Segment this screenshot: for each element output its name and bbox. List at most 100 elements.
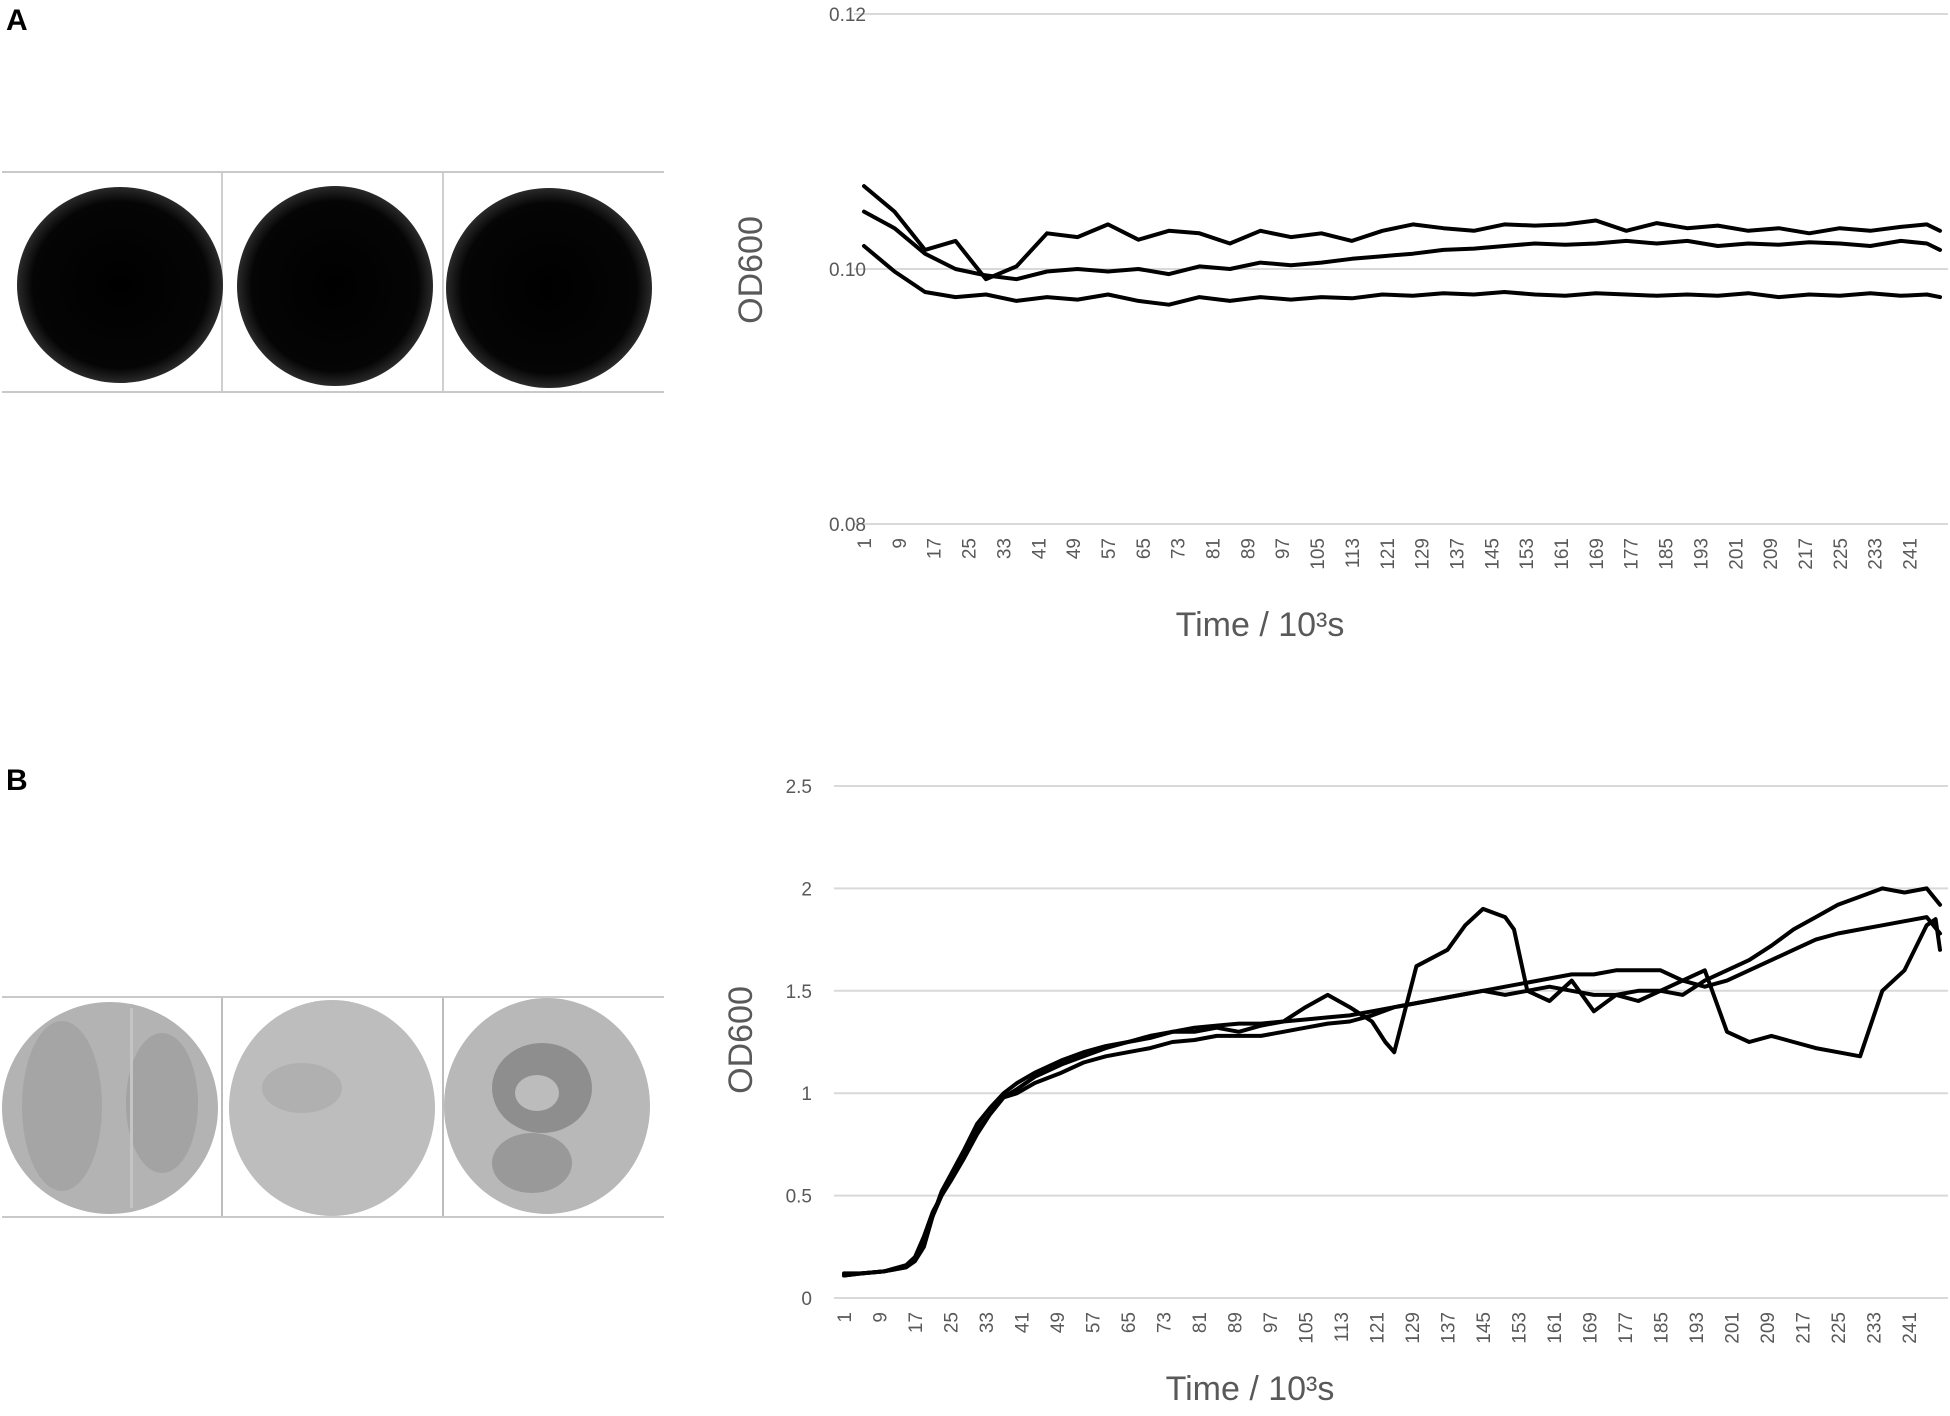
x-tick-label-b: 185 xyxy=(1651,1312,1672,1344)
x-tick-label-a: 161 xyxy=(1552,538,1573,570)
x-tick-label-a: 185 xyxy=(1657,538,1678,570)
x-tick-label-b: 49 xyxy=(1048,1312,1069,1333)
series-lines-a xyxy=(862,184,1942,307)
series-line-a-1 xyxy=(862,184,1942,282)
x-tick-label-b: 73 xyxy=(1154,1312,1175,1333)
x-tick-label-a: 49 xyxy=(1064,538,1085,559)
x-tick-label-b: 25 xyxy=(941,1312,962,1333)
x-tick-label-b: 65 xyxy=(1119,1312,1140,1333)
x-tick-label-b: 17 xyxy=(906,1312,927,1333)
x-tick-label-a: 73 xyxy=(1169,538,1190,559)
x-tick-label-b: 193 xyxy=(1687,1312,1708,1344)
x-tick-label-b: 217 xyxy=(1793,1312,1814,1344)
x-tick-label-b: 41 xyxy=(1012,1312,1033,1333)
well-divider xyxy=(221,998,223,1216)
x-tick-label-b: 137 xyxy=(1438,1312,1459,1344)
x-tick-label-b: 177 xyxy=(1616,1312,1637,1344)
panel-label-b: B xyxy=(6,764,28,797)
x-tick-label-a: 105 xyxy=(1308,538,1329,570)
x-tick-label-a: 1 xyxy=(855,538,876,549)
well-images-a xyxy=(2,171,664,393)
y-axis-title-b: OD600 xyxy=(722,986,760,1094)
well-dark-3 xyxy=(446,188,652,388)
well-light-2 xyxy=(229,1000,435,1216)
series-lines-b xyxy=(842,886,1942,1278)
x-tick-label-a: 81 xyxy=(1204,538,1225,559)
well-images-b xyxy=(2,996,664,1218)
x-tick-label-b: 81 xyxy=(1190,1312,1211,1333)
y-axis-title-a: OD600 xyxy=(732,216,770,324)
y-tick-label-b: 2 xyxy=(801,879,812,900)
x-tick-label-a: 209 xyxy=(1761,538,1782,570)
x-tick-label-a: 121 xyxy=(1378,538,1399,570)
x-tick-label-a: 169 xyxy=(1587,538,1608,570)
y-tick-label-b: 2.5 xyxy=(786,777,812,798)
well-divider xyxy=(442,173,444,391)
x-tick-label-a: 97 xyxy=(1273,538,1294,559)
x-tick-label-b: 89 xyxy=(1225,1312,1246,1333)
well-shade xyxy=(262,1063,342,1113)
chart-b: 0 0.5 1 1.5 2 2.5 1 9 17 25 33 41 49 57 65 73 81 89 97 105… xyxy=(722,777,1948,1408)
well-shade xyxy=(492,1133,572,1193)
x-tick-label-a: 9 xyxy=(890,538,911,549)
x-tick-label-b: 233 xyxy=(1864,1312,1885,1344)
grid-lines-a xyxy=(854,13,1948,525)
x-tick-label-a: 25 xyxy=(960,538,981,559)
x-tick-label-b: 33 xyxy=(977,1312,998,1333)
well-shade xyxy=(22,1021,102,1191)
x-tick-label-a: 113 xyxy=(1343,538,1364,568)
y-tick-label-a: 0.08 xyxy=(829,515,866,536)
y-tick-label-a: 0.10 xyxy=(829,260,866,281)
x-tick-label-a: 241 xyxy=(1901,538,1922,570)
x-tick-label-a: 137 xyxy=(1447,538,1468,570)
x-tick-label-b: 209 xyxy=(1758,1312,1779,1344)
x-tick-labels-a: 1 9 17 25 33 41 49 57 65 73 81 89 97 105 113 121 129 137 1… xyxy=(855,538,1922,570)
x-tick-label-a: 33 xyxy=(994,538,1015,559)
x-tick-label-b: 9 xyxy=(870,1312,891,1323)
x-tick-label-a: 129 xyxy=(1413,538,1434,570)
x-tick-label-b: 1 xyxy=(835,1312,856,1323)
x-tick-label-b: 153 xyxy=(1509,1312,1530,1344)
y-tick-labels-b: 0 0.5 1 1.5 2 2.5 xyxy=(786,777,812,1310)
y-tick-labels-a: 0.08 0.10 0.12 xyxy=(829,5,866,536)
x-tick-label-a: 89 xyxy=(1238,538,1259,559)
y-tick-label-a: 0.12 xyxy=(829,5,866,26)
x-tick-label-b: 97 xyxy=(1261,1312,1282,1333)
x-tick-label-b: 225 xyxy=(1829,1312,1850,1344)
x-tick-label-b: 145 xyxy=(1474,1312,1495,1344)
x-tick-label-b: 121 xyxy=(1367,1312,1388,1344)
x-tick-label-b: 57 xyxy=(1083,1312,1104,1333)
x-tick-label-b: 201 xyxy=(1722,1312,1743,1344)
x-tick-label-b: 241 xyxy=(1900,1312,1921,1344)
series-line-b-1 xyxy=(842,906,1942,1276)
x-tick-label-a: 153 xyxy=(1517,538,1538,570)
well-divider xyxy=(442,998,444,1216)
well-dark-1 xyxy=(17,187,223,383)
x-tick-label-a: 233 xyxy=(1866,538,1887,570)
x-axis-title-a: Time / 10³s xyxy=(1176,606,1345,644)
x-tick-label-a: 41 xyxy=(1029,538,1050,559)
x-tick-label-a: 193 xyxy=(1691,538,1712,570)
well-plate-a xyxy=(17,173,652,391)
x-tick-label-b: 105 xyxy=(1296,1312,1317,1344)
y-tick-label-b: 1 xyxy=(801,1084,812,1105)
x-tick-label-a: 57 xyxy=(1099,538,1120,559)
well-shade xyxy=(515,1075,559,1111)
y-tick-label-b: 1.5 xyxy=(786,982,812,1003)
x-tick-label-a: 217 xyxy=(1796,538,1817,570)
x-tick-label-b: 129 xyxy=(1403,1312,1424,1344)
x-tick-label-a: 225 xyxy=(1831,538,1852,570)
well-plate-b xyxy=(2,998,650,1216)
panel-label-a: A xyxy=(6,4,28,37)
x-tick-label-a: 201 xyxy=(1726,538,1747,570)
well-shade xyxy=(126,1033,198,1173)
x-tick-label-b: 161 xyxy=(1545,1312,1566,1344)
grid-lines-b xyxy=(834,785,1948,1299)
well-split-line xyxy=(130,1008,133,1208)
chart-a: 0.08 0.10 0.12 1 9 17 25 33 41 49 57 65 73 81 89 97 105… xyxy=(732,5,1948,644)
x-tick-label-a: 145 xyxy=(1482,538,1503,570)
x-tick-label-a: 65 xyxy=(1134,538,1155,559)
series-line-a-2 xyxy=(862,209,1942,282)
y-tick-label-b: 0 xyxy=(801,1289,812,1310)
y-tick-label-b: 0.5 xyxy=(786,1187,812,1208)
